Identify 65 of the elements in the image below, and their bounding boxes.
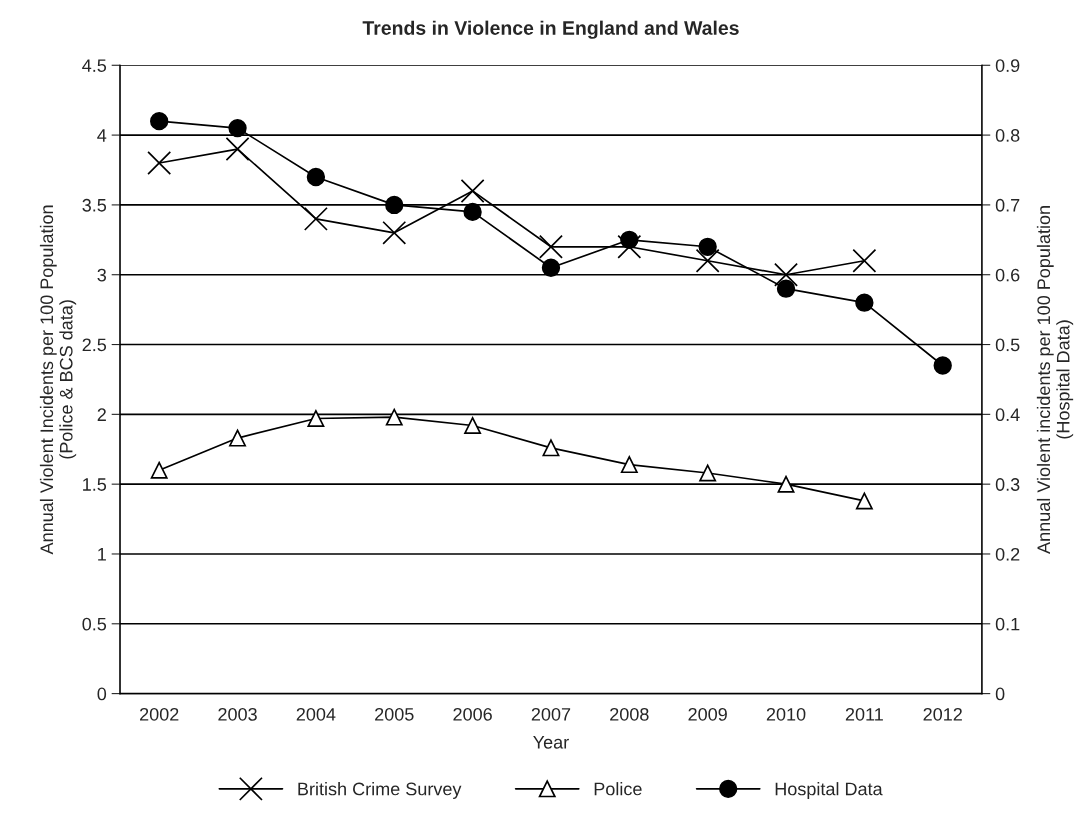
y2-tick-label: 0.4 [995, 408, 1020, 422]
point [539, 234, 563, 259]
x-tick-label: 2005 [375, 707, 414, 721]
point [542, 439, 560, 457]
point [225, 137, 250, 162]
point [698, 237, 717, 256]
y2-tick-label: 0.9 [995, 59, 1020, 72]
y-tick-label: 1.5 [83, 478, 107, 491]
x-tick-label: 2003 [218, 707, 257, 721]
x-tick-label: 2007 [531, 707, 571, 721]
point [776, 279, 796, 298]
x-tick-label: 2012 [923, 707, 962, 721]
x-axis-title: Year [533, 736, 569, 749]
point [382, 220, 407, 245]
y-tick-label: 0 [97, 687, 107, 701]
y2-tick-label: 0.2 [995, 547, 1020, 561]
point [774, 262, 798, 287]
point [699, 464, 717, 482]
y-tick-label: 4 [97, 129, 107, 142]
y-axis-title: Annual Violent Incidents per 100 Population (Police & BCS data) [39, 205, 77, 555]
y-tick-label: 0.5 [82, 617, 107, 631]
y-tick-label: 2.5 [82, 338, 107, 352]
point [306, 167, 326, 187]
point [855, 293, 874, 312]
point [933, 356, 952, 375]
y2-tick-label: 0.1 [995, 617, 1020, 631]
point [620, 456, 638, 474]
point [855, 492, 873, 510]
legend-label: Police [594, 782, 642, 796]
point [852, 248, 877, 273]
point [147, 151, 172, 175]
x-tick-label: 2010 [766, 707, 806, 721]
x-tick-label: 2011 [845, 707, 883, 721]
point [777, 475, 795, 493]
point [385, 408, 403, 426]
x-tick-label: 2008 [610, 707, 649, 721]
point [695, 248, 720, 273]
y2-tick-label: 0.8 [995, 129, 1020, 142]
point [303, 206, 328, 231]
y2-tick-label: 0.7 [995, 198, 1020, 212]
x-tick-label: 2009 [688, 707, 727, 721]
y2-tick-label: 0.3 [995, 478, 1020, 491]
legend-label: Hospital Data [775, 782, 883, 799]
legend-label: British Crime Survey [298, 782, 462, 799]
point [460, 178, 485, 203]
x-tick-label: 2006 [453, 707, 492, 721]
x-tick-label: 2002 [140, 707, 179, 721]
y2-tick-label: 0 [995, 687, 1005, 701]
point [229, 429, 247, 447]
y2-tick-label: 0.6 [995, 268, 1020, 282]
y-tick-label: 1 [98, 548, 106, 561]
point [464, 417, 482, 434]
y-tick-label: 3.5 [82, 198, 107, 212]
point [541, 258, 561, 277]
y-tick-label: 4.5 [82, 59, 107, 72]
y2-tick-label: 0.5 [995, 338, 1020, 352]
y2-axis-title: Annual Violent incidents per 100 Population (Hospital Data) [1036, 206, 1074, 554]
y-tick-label: 3 [97, 268, 107, 282]
point [150, 111, 169, 131]
point [617, 234, 642, 259]
point [307, 410, 325, 428]
point [150, 461, 168, 479]
x-tick-label: 2004 [296, 707, 336, 721]
chart-title: Trends in Violence in England and Wales [362, 20, 739, 39]
y-tick-label: 2 [97, 408, 106, 421]
